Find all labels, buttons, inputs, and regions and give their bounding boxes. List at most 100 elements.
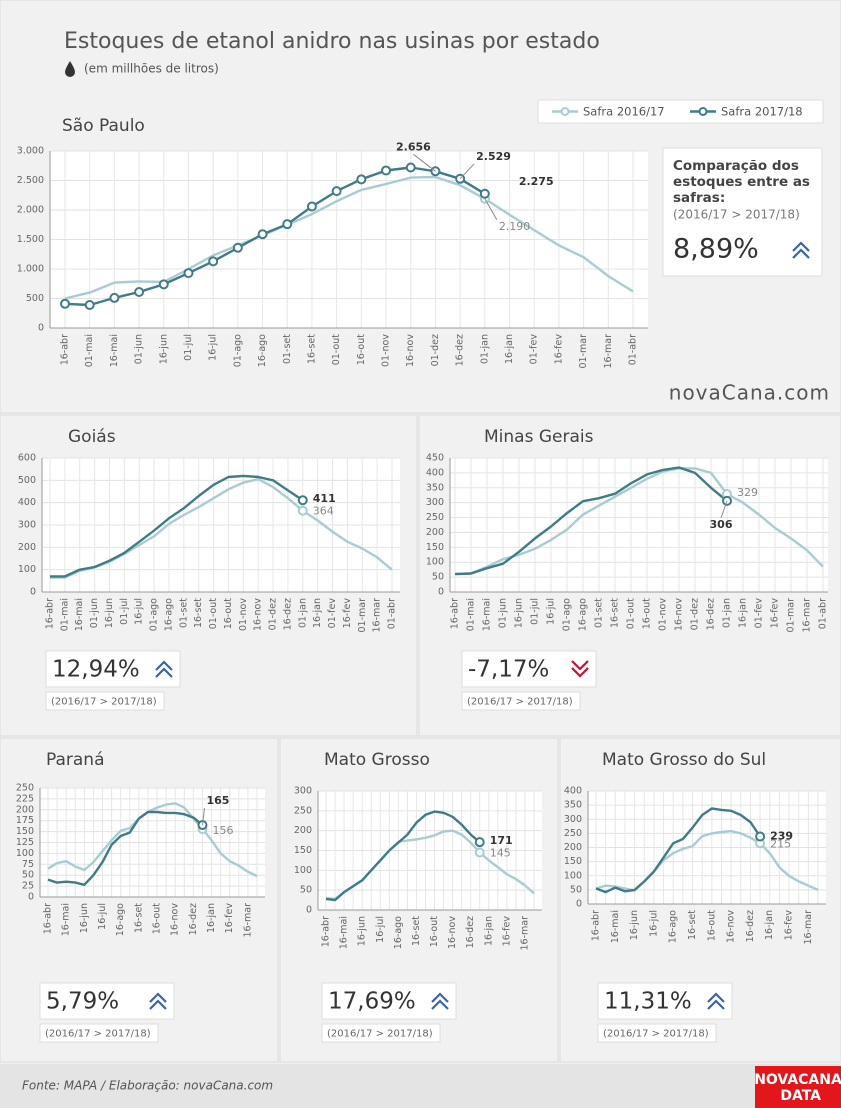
trend-arrow bbox=[792, 248, 810, 259]
comparison-note: (2016/17 > 2017/18) bbox=[45, 1029, 151, 1040]
x-tick-label: 16-jul bbox=[208, 334, 219, 361]
legend-swatch bbox=[560, 107, 570, 116]
data-label: 156 bbox=[212, 824, 233, 837]
x-tick-label: 01-jan bbox=[297, 598, 308, 628]
y-tick-label: 400 bbox=[426, 467, 444, 478]
x-tick-label: 16-out bbox=[429, 916, 440, 948]
series-line bbox=[325, 810, 481, 902]
y-tick-label: 100 bbox=[564, 870, 582, 881]
brand-logo bbox=[755, 1066, 841, 1108]
x-tick-label: 16-dez bbox=[282, 598, 293, 630]
y-tick-label: 300 bbox=[294, 786, 312, 797]
data-label: 215 bbox=[770, 837, 791, 850]
x-tick-label: 01-ago bbox=[562, 598, 573, 631]
y-tick-label: 250 bbox=[426, 512, 444, 523]
x-tick-label: 16-jun bbox=[79, 903, 90, 933]
trend-arrow bbox=[155, 660, 173, 671]
x-tick-label: 16-jun bbox=[158, 334, 169, 364]
series-line bbox=[454, 466, 728, 576]
x-tick-label: 16-mar bbox=[802, 598, 813, 633]
x-tick-label: 16-ago bbox=[578, 598, 589, 631]
x-tick-label: 01-fev bbox=[529, 334, 540, 365]
x-tick-label: 16-mar bbox=[603, 334, 614, 369]
comparison-note-box bbox=[45, 691, 165, 711]
comparison-value: 8,89% bbox=[673, 234, 759, 265]
x-tick-label: 01-dez bbox=[690, 598, 701, 630]
x-tick-label: 16-abr bbox=[450, 598, 461, 629]
source: Fonte: MAPA / Elaboração: novaCana.com bbox=[22, 1079, 273, 1093]
x-tick-label: 16-mar bbox=[372, 598, 383, 633]
leader-line bbox=[484, 198, 498, 221]
y-tick-label: 150 bbox=[564, 856, 582, 867]
point-marker bbox=[331, 186, 342, 197]
comparison-note-box bbox=[597, 1023, 717, 1043]
x-tick-label: 01-mar bbox=[578, 334, 589, 369]
point-marker bbox=[755, 831, 766, 842]
comparison-note-box bbox=[461, 691, 581, 711]
data-label: 2.529 bbox=[476, 150, 511, 163]
y-tick-label: 500 bbox=[26, 293, 44, 304]
x-tick-label: 16-abr bbox=[43, 903, 54, 934]
data-label: 306 bbox=[710, 518, 733, 531]
data-label: 171 bbox=[490, 834, 513, 847]
comparison-note: (2016/17 > 2017/18) bbox=[603, 1029, 709, 1040]
point-marker bbox=[84, 299, 95, 310]
point-marker bbox=[208, 256, 219, 267]
y-tick-label: 100 bbox=[426, 557, 444, 568]
point-marker bbox=[257, 229, 268, 240]
x-tick-label: 16-jan bbox=[738, 598, 749, 628]
y-tick-label: 100 bbox=[294, 865, 312, 876]
series-line bbox=[595, 807, 762, 894]
x-tick-label: 16-out bbox=[642, 598, 653, 630]
chart-title: Paraná bbox=[46, 750, 105, 770]
x-tick-label: 01-jul bbox=[530, 598, 541, 625]
y-tick-label: 200 bbox=[564, 842, 582, 853]
x-tick-label: 16-fev bbox=[784, 910, 795, 941]
x-tick-label: 01-set bbox=[178, 598, 189, 628]
x-tick-label: 16-jul bbox=[546, 598, 557, 625]
y-tick-label: 175 bbox=[16, 815, 34, 826]
x-tick-label: 16-mar bbox=[519, 916, 530, 951]
comparison-heading: estoques entre as bbox=[673, 174, 810, 190]
y-tick-label: 50 bbox=[570, 884, 582, 895]
x-tick-label: 16-dez bbox=[465, 916, 476, 948]
leader-line bbox=[720, 500, 728, 519]
y-tick-label: 50 bbox=[300, 885, 312, 896]
trend-arrow bbox=[571, 660, 589, 671]
watermark: novaCana.com bbox=[669, 381, 830, 405]
x-tick-label: 16-abr bbox=[60, 334, 71, 365]
data-label: 239 bbox=[770, 829, 793, 842]
y-tick-label: 3.000 bbox=[17, 146, 44, 157]
x-tick-label: 01-abr bbox=[628, 334, 639, 365]
x-tick-label: 16-set bbox=[687, 910, 698, 940]
x-tick-label: 16-ago bbox=[257, 334, 268, 367]
point-marker bbox=[158, 279, 169, 290]
y-tick-label: 300 bbox=[426, 497, 444, 508]
data-label: 411 bbox=[313, 492, 336, 505]
y-tick-label: 200 bbox=[18, 542, 36, 553]
x-tick-label: 16-abr bbox=[591, 910, 602, 941]
comparison-note-box bbox=[39, 1023, 159, 1043]
x-tick-label: 16-set bbox=[306, 334, 317, 364]
chart-title: Minas Gerais bbox=[484, 427, 594, 447]
point-marker bbox=[232, 242, 243, 253]
series-line bbox=[47, 810, 204, 886]
x-tick-label: 01-out bbox=[626, 598, 637, 630]
comparison-value: 17,69% bbox=[328, 989, 416, 1015]
x-tick-label: 16-mai bbox=[339, 916, 350, 949]
x-tick-label: 16-set bbox=[133, 903, 144, 933]
y-tick-label: 225 bbox=[16, 793, 34, 804]
y-tick-label: 50 bbox=[432, 572, 444, 583]
trend-arrow bbox=[707, 992, 725, 1003]
x-tick-label: 16-fev bbox=[224, 903, 235, 934]
x-tick-label: 01-nov bbox=[381, 334, 392, 367]
chart-title: São Paulo bbox=[62, 116, 145, 136]
x-tick-label: 01-nov bbox=[238, 598, 249, 631]
y-tick-label: 500 bbox=[18, 475, 36, 486]
x-tick-label: 01-mai bbox=[84, 334, 95, 367]
x-tick-label: 16-mai bbox=[61, 903, 72, 936]
x-tick-label: 16-ago bbox=[163, 598, 174, 631]
x-tick-label: 16-jan bbox=[483, 916, 494, 946]
x-tick-label: 16-set bbox=[411, 916, 422, 946]
legend-swatch bbox=[698, 107, 708, 116]
